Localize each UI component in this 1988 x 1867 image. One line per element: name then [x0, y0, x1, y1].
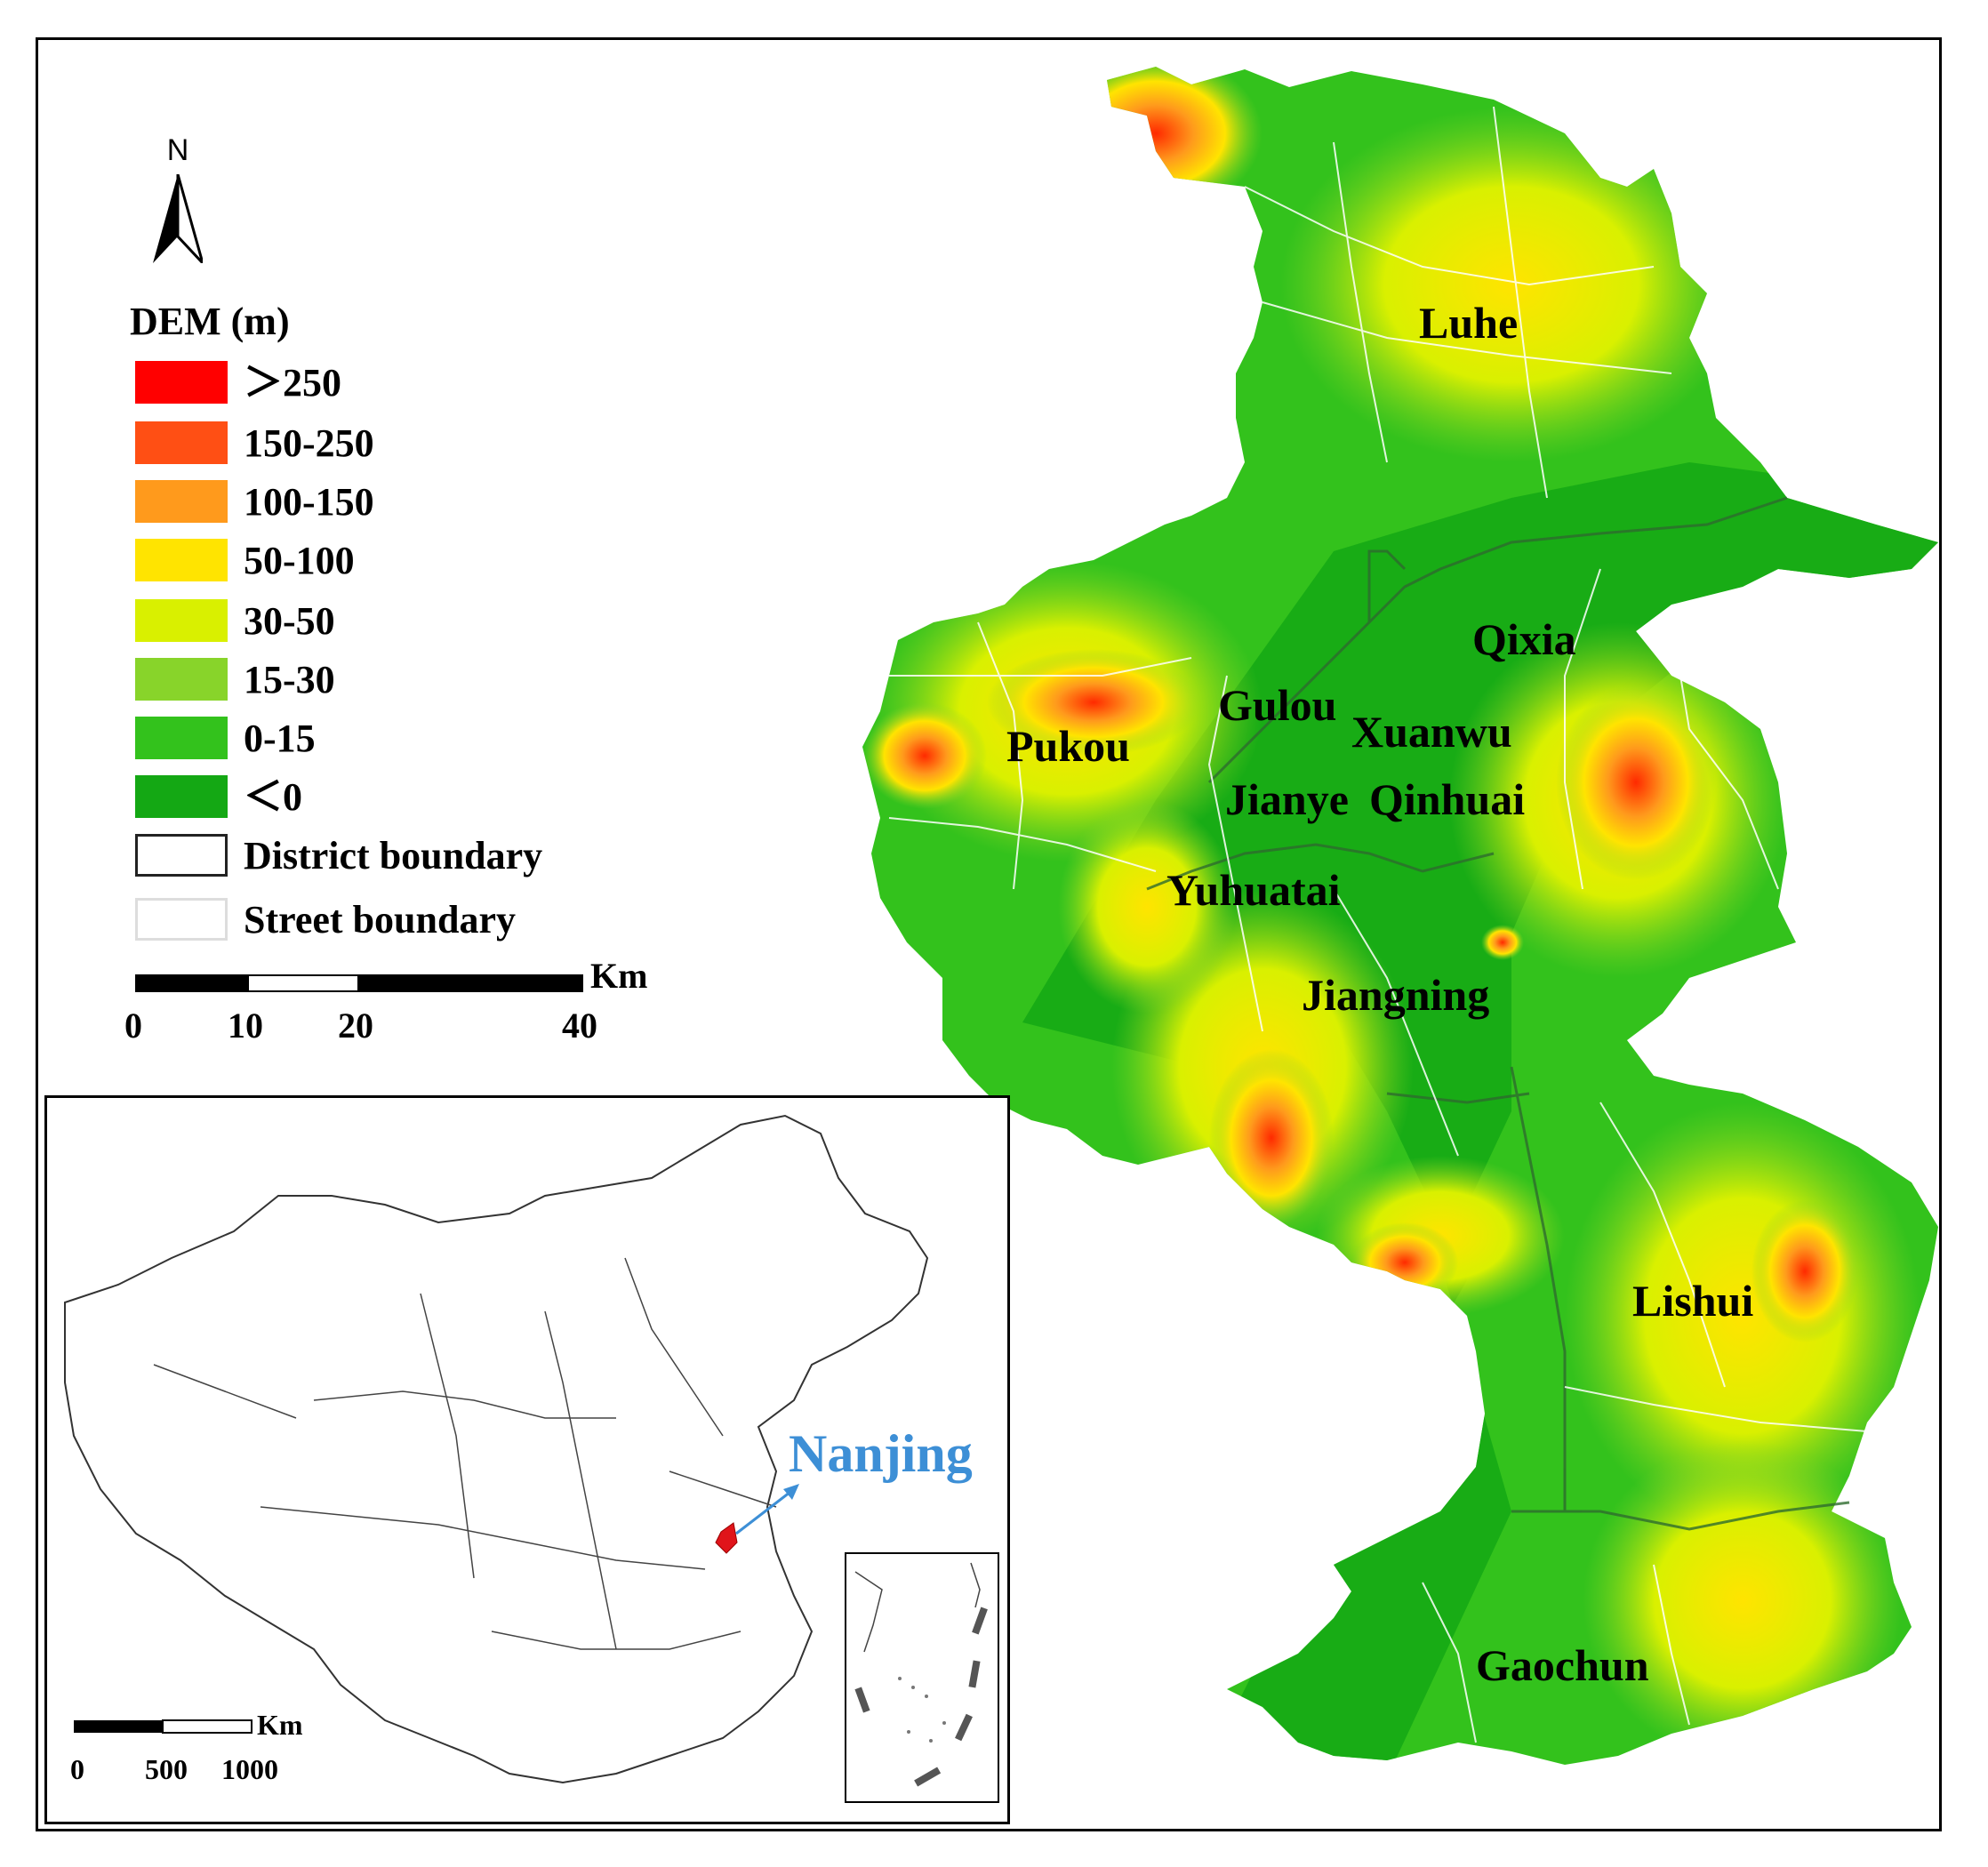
- legend-swatch: [135, 421, 228, 464]
- north-arrow-icon: [153, 174, 203, 263]
- south-china-sea-inset: [845, 1552, 999, 1803]
- legend-label: 0-15: [244, 717, 316, 760]
- nanjing-label: Nanjing: [789, 1424, 973, 1483]
- legend-swatch: [135, 480, 228, 523]
- legend-item-100-150: 100-150: [135, 480, 633, 525]
- label-xuanwu: Xuanwu: [1351, 707, 1512, 757]
- district-labels: Luhe Qixia Gulou Xuanwu Pukou Jianye Qin…: [1006, 298, 1753, 1690]
- scale-tick-20: 20: [338, 1006, 373, 1046]
- legend-label: 30-50: [244, 599, 335, 643]
- legend-title: DEM (m): [130, 300, 290, 343]
- label-jianye: Jianye: [1225, 774, 1349, 824]
- legend-label: Street boundary: [244, 898, 516, 942]
- scale-unit: Km: [590, 956, 648, 996]
- label-luhe: Luhe: [1419, 298, 1518, 348]
- nanjing-highlight: [715, 1522, 738, 1554]
- legend-label: 100-150: [244, 480, 374, 524]
- label-yuhuatai: Yuhuatai: [1166, 865, 1341, 915]
- scale-tick-10: 10: [228, 1006, 263, 1046]
- legend-label: ＞250: [244, 361, 341, 405]
- legend-item-15-30: 15-30: [135, 658, 633, 702]
- map-frame: [36, 37, 1942, 1831]
- scale-bar: [135, 974, 583, 992]
- legend-label: District boundary: [244, 834, 543, 877]
- scale-tick-40: 40: [562, 1006, 597, 1046]
- inset-scale-tick-500: 500: [145, 1753, 188, 1785]
- dem-raster: [862, 67, 1938, 1765]
- legend-item-gt250: ＞250: [135, 361, 633, 405]
- legend-item-150-250: 150-250: [135, 421, 633, 466]
- china-outline: Nanjing Km 0 500 1000: [64, 1114, 973, 1785]
- legend-item-30-50: 30-50: [135, 599, 633, 644]
- legend-item-street-boundary: Street boundary: [135, 898, 633, 942]
- label-jiangning: Jiangning: [1302, 970, 1489, 1020]
- legend-label: 50-100: [244, 539, 355, 582]
- label-qinhuai: Qinhuai: [1369, 774, 1525, 824]
- north-arrow: N: [142, 133, 213, 267]
- north-label: N: [166, 133, 189, 167]
- label-qixia: Qixia: [1472, 614, 1576, 664]
- legend-item-district-boundary: District boundary: [135, 834, 633, 878]
- street-boundaries: [888, 106, 1868, 1743]
- legend-swatch: [135, 717, 228, 759]
- legend-swatch: [135, 599, 228, 642]
- legend-swatch: [135, 539, 228, 581]
- district-boundaries: [1146, 496, 1850, 1531]
- inset-scale-unit: Km: [257, 1709, 303, 1741]
- legend-label: 15-30: [244, 658, 335, 701]
- legend-item-lt0: ＜0: [135, 775, 633, 820]
- legend-swatch: [135, 834, 228, 877]
- legend-item-50-100: 50-100: [135, 539, 633, 583]
- legend-item-0-15: 0-15: [135, 717, 633, 761]
- legend-label: ＜0: [244, 775, 302, 819]
- label-lishui: Lishui: [1632, 1276, 1753, 1326]
- label-pukou: Pukou: [1006, 721, 1130, 771]
- inset-map: Nanjing Km 0 500 1000: [44, 1095, 1010, 1824]
- south-china-sea-outline: [854, 1562, 988, 1787]
- label-gaochun: Gaochun: [1476, 1640, 1649, 1690]
- inset-scale-tick-1000: 1000: [221, 1753, 278, 1785]
- legend-swatch: [135, 361, 228, 404]
- legend-label: 150-250: [244, 421, 374, 465]
- legend-swatch: [135, 898, 228, 941]
- legend-swatch: [135, 775, 228, 818]
- scale-tick-0: 0: [124, 1006, 142, 1046]
- legend-swatch: [135, 658, 228, 701]
- label-gulou: Gulou: [1218, 680, 1336, 730]
- inset-scale-tick-0: 0: [70, 1753, 84, 1785]
